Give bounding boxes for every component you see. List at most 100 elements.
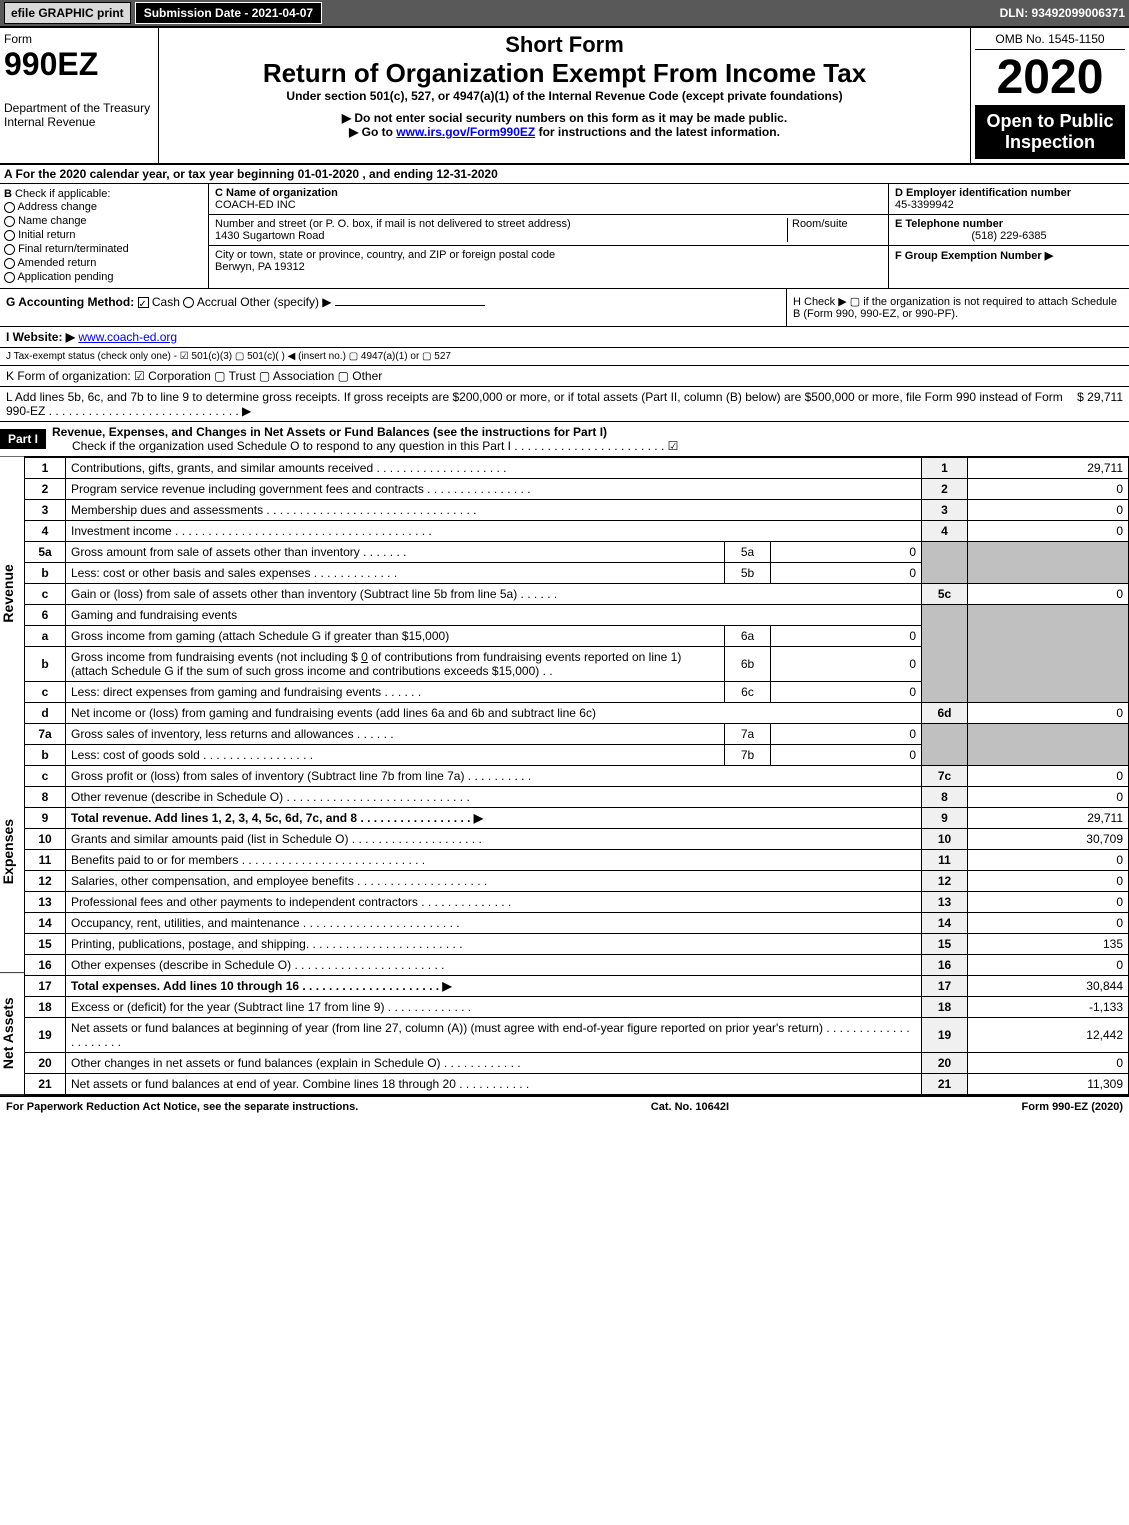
b-label: B — [4, 188, 12, 200]
phone: (518) 229-6385 — [895, 230, 1123, 242]
row-10: 10Grants and similar amounts paid (list … — [25, 829, 1129, 850]
e-phone-label: E Telephone number — [895, 218, 1123, 230]
row-7b-num: b — [25, 745, 66, 766]
top-bar: efile GRAPHIC print Submission Date - 20… — [0, 0, 1129, 28]
city-state-zip: Berwyn, PA 19312 — [215, 261, 882, 273]
row-6b-sn: 6b — [725, 647, 771, 682]
irs-label: Internal Revenue — [4, 115, 154, 129]
row-14-desc: Occupancy, rent, utilities, and maintena… — [66, 913, 922, 934]
row-16-ln: 16 — [922, 955, 968, 976]
row-11-ln: 11 — [922, 850, 968, 871]
dln: DLN: 93492099006371 — [1000, 6, 1125, 20]
row-15-num: 15 — [25, 934, 66, 955]
goto-post: for instructions and the latest informat… — [535, 125, 780, 139]
part1-label: Part I — [0, 429, 46, 449]
row-5c-num: c — [25, 584, 66, 605]
part1-header-row: Part I Revenue, Expenses, and Changes in… — [0, 422, 1129, 457]
row-5c-desc: Gain or (loss) from sale of assets other… — [66, 584, 922, 605]
side-expenses: Expenses — [0, 730, 24, 973]
checkbox-application-pending[interactable] — [4, 272, 15, 283]
checkbox-amended-return[interactable] — [4, 258, 15, 269]
short-form-title: Short Form — [163, 32, 966, 58]
row-7a-num: 7a — [25, 724, 66, 745]
row-3-val: 0 — [968, 500, 1129, 521]
other-specify-input[interactable] — [335, 305, 485, 306]
row-3-ln: 3 — [922, 500, 968, 521]
checkbox-name-change[interactable] — [4, 216, 15, 227]
website-link[interactable]: www.coach-ed.org — [78, 330, 177, 344]
row-2-val: 0 — [968, 479, 1129, 500]
row-3: 3Membership dues and assessments . . . .… — [25, 500, 1129, 521]
row-14: 14Occupancy, rent, utilities, and mainte… — [25, 913, 1129, 934]
row-20-num: 20 — [25, 1053, 66, 1074]
footer-left: For Paperwork Reduction Act Notice, see … — [6, 1101, 358, 1113]
row-19: 19Net assets or fund balances at beginni… — [25, 1018, 1129, 1053]
row-6c-sv: 0 — [771, 682, 922, 703]
row-21-desc: Net assets or fund balances at end of ye… — [66, 1074, 922, 1095]
row-6a-sn: 6a — [725, 626, 771, 647]
row-14-num: 14 — [25, 913, 66, 934]
row-9-val: 29,711 — [968, 808, 1129, 829]
omb-number: OMB No. 1545-1150 — [975, 32, 1125, 50]
line-i: I Website: ▶ www.coach-ed.org — [0, 327, 1129, 348]
page-footer: For Paperwork Reduction Act Notice, see … — [0, 1095, 1129, 1117]
row-7a-sv: 0 — [771, 724, 922, 745]
row-2-ln: 2 — [922, 479, 968, 500]
org-name: COACH-ED INC — [215, 199, 882, 211]
opt-application-pending: Application pending — [17, 271, 113, 283]
lines-table: 1Contributions, gifts, grants, and simil… — [24, 457, 1129, 1095]
irs-link[interactable]: www.irs.gov/Form990EZ — [396, 125, 535, 139]
row-5b-num: b — [25, 563, 66, 584]
row-15: 15Printing, publications, postage, and s… — [25, 934, 1129, 955]
row-6: 6Gaming and fundraising events — [25, 605, 1129, 626]
row-3-desc: Membership dues and assessments . . . . … — [66, 500, 922, 521]
row-21-ln: 21 — [922, 1074, 968, 1095]
row-2: 2Program service revenue including gover… — [25, 479, 1129, 500]
section-bcdef: B Check if applicable: Address change Na… — [0, 184, 1129, 289]
row-8-ln: 8 — [922, 787, 968, 808]
checkbox-initial-return[interactable] — [4, 230, 15, 241]
row-5a-sn: 5a — [725, 542, 771, 563]
efile-print-button[interactable]: efile GRAPHIC print — [4, 2, 131, 24]
footer-right: Form 990-EZ (2020) — [1022, 1101, 1124, 1113]
row-6b-desc: Gross income from fundraising events (no… — [66, 647, 725, 682]
opt-amended-return: Amended return — [17, 257, 96, 269]
side-netassets: Net Assets — [0, 973, 24, 1095]
row-17-ln: 17 — [922, 976, 968, 997]
row-1-ln: 1 — [922, 458, 968, 479]
part1-title: Revenue, Expenses, and Changes in Net As… — [52, 425, 1123, 439]
opt-initial-return: Initial return — [18, 229, 75, 241]
row-8-num: 8 — [25, 787, 66, 808]
row-15-ln: 15 — [922, 934, 968, 955]
row-6a-num: a — [25, 626, 66, 647]
row-11-desc: Benefits paid to or for members . . . . … — [66, 850, 922, 871]
row-19-ln: 19 — [922, 1018, 968, 1053]
row-1: 1Contributions, gifts, grants, and simil… — [25, 458, 1129, 479]
row-4-desc: Investment income . . . . . . . . . . . … — [66, 521, 922, 542]
row-4-num: 4 — [25, 521, 66, 542]
row-7c: cGross profit or (loss) from sales of in… — [25, 766, 1129, 787]
cash-label: Cash — [152, 295, 180, 309]
line-j: J Tax-exempt status (check only one) - ☑… — [0, 348, 1129, 366]
checkbox-address-change[interactable] — [4, 202, 15, 213]
checkbox-accrual[interactable] — [183, 297, 194, 308]
addr-label: Number and street (or P. O. box, if mail… — [215, 218, 787, 230]
row-18-val: -1,133 — [968, 997, 1129, 1018]
row-15-val: 135 — [968, 934, 1129, 955]
checkbox-cash[interactable] — [138, 297, 149, 308]
row-6c-desc: Less: direct expenses from gaming and fu… — [66, 682, 725, 703]
opt-final-return: Final return/terminated — [18, 243, 129, 255]
row-8-val: 0 — [968, 787, 1129, 808]
check-if-applicable: Check if applicable: — [15, 188, 110, 200]
row-13: 13Professional fees and other payments t… — [25, 892, 1129, 913]
row-16-num: 16 — [25, 955, 66, 976]
checkbox-final-return[interactable] — [4, 244, 15, 255]
form-number: 990EZ — [4, 46, 154, 83]
row-16-val: 0 — [968, 955, 1129, 976]
row-4-ln: 4 — [922, 521, 968, 542]
row-7c-desc: Gross profit or (loss) from sales of inv… — [66, 766, 922, 787]
footer-right-bold: 990-EZ — [1052, 1101, 1088, 1113]
goto-pre: ▶ Go to — [349, 125, 396, 139]
row-19-val: 12,442 — [968, 1018, 1129, 1053]
row-17-val: 30,844 — [968, 976, 1129, 997]
